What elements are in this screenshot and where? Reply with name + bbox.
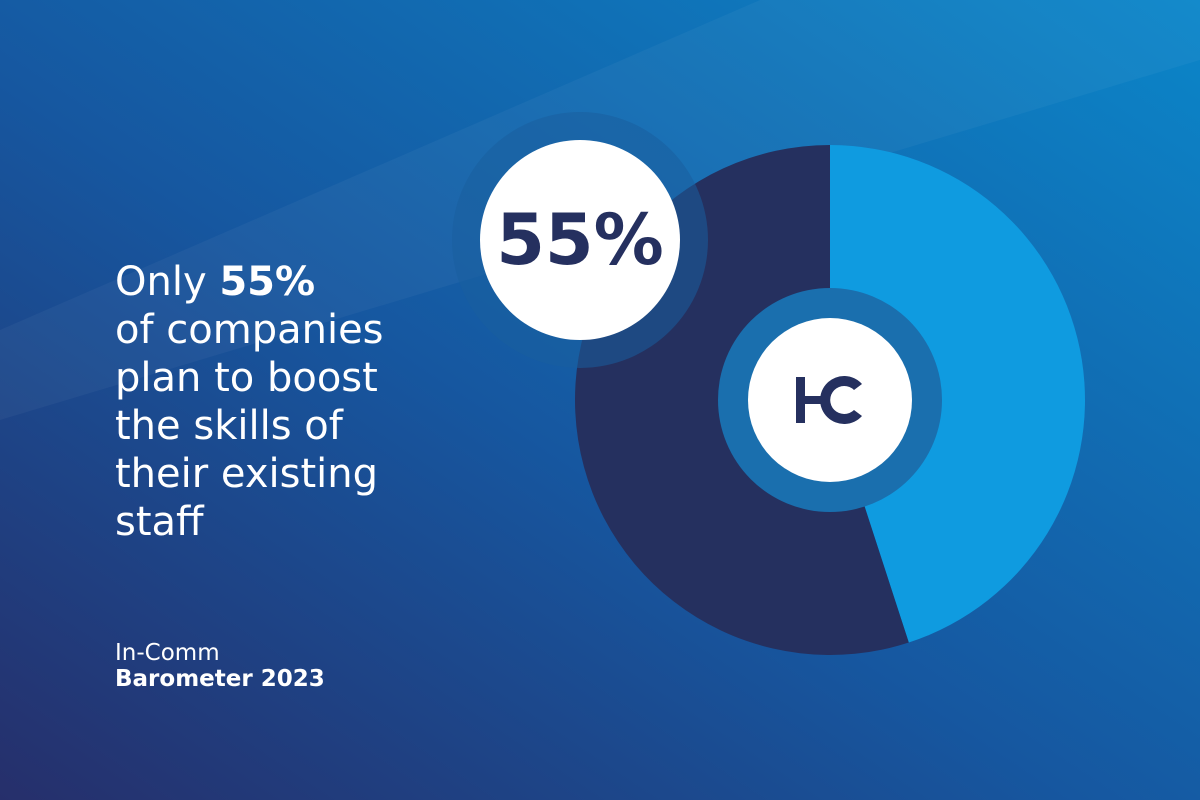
pie-slice bbox=[830, 145, 1085, 643]
headline-highlight: 55% bbox=[219, 259, 315, 305]
headline-line: staff bbox=[115, 499, 205, 545]
value-label: 55% bbox=[496, 199, 664, 281]
headline-line: of companies bbox=[115, 307, 384, 353]
source-line: Barometer 2023 bbox=[115, 666, 325, 692]
source-line: In-Comm bbox=[115, 640, 220, 666]
logo-c bbox=[820, 376, 862, 425]
headline-line: their existing bbox=[115, 451, 378, 497]
logo bbox=[796, 376, 862, 425]
headline-line: plan to boost bbox=[115, 355, 378, 401]
label-circle bbox=[480, 140, 680, 340]
headline-first-line: Only 55% bbox=[115, 259, 315, 305]
logo-bar bbox=[796, 377, 805, 423]
headline-lead: Only bbox=[115, 259, 207, 305]
headline-line: the skills of bbox=[115, 403, 344, 449]
logo-dash bbox=[805, 396, 825, 404]
